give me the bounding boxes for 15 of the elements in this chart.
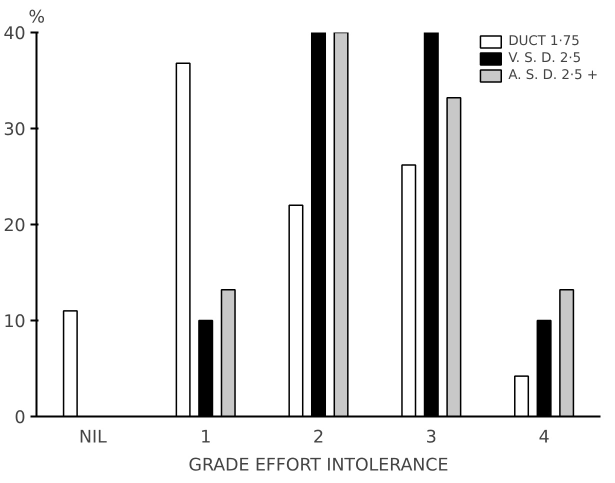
y-axis-title: %: [28, 8, 45, 28]
x-tick-label: NIL: [79, 428, 108, 448]
x-tick-label: 1: [200, 428, 212, 448]
y-tick-label: 30: [3, 120, 26, 140]
legend-label: DUCT 1·75: [508, 34, 580, 49]
x-tick-label: 4: [538, 428, 550, 448]
y-tick-label: 20: [3, 216, 26, 236]
y-tick-label: 0: [14, 408, 26, 428]
y-tick-label: 40: [3, 24, 26, 44]
x-tick-label: 3: [426, 428, 437, 448]
legend-label: V. S. D. 2·5: [508, 51, 582, 66]
x-axis-title: GRADE EFFORT INTOLERANCE: [188, 456, 448, 476]
x-tick-label: 2: [312, 428, 324, 448]
y-tick-label: 10: [3, 312, 26, 332]
legend-label: A. S. D. 2·5 +: [508, 68, 598, 83]
